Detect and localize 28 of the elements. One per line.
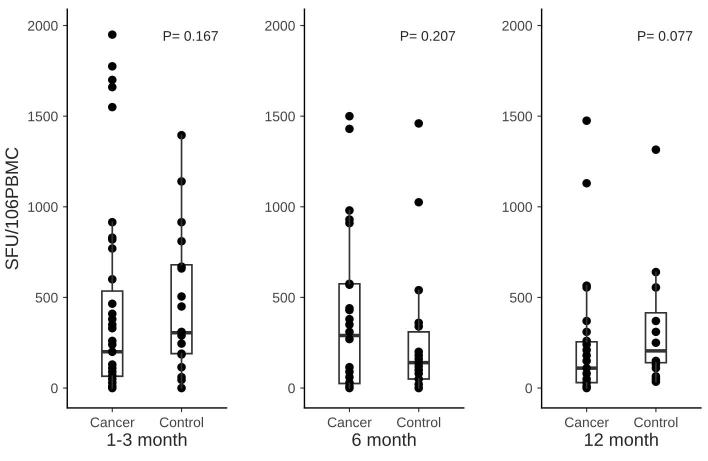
annotation: P= 0.207 (400, 31, 456, 41)
y-tick-label: 0 (51, 383, 58, 394)
x-tick-label: Control (397, 417, 440, 428)
y-tick-label: 0 (525, 383, 532, 394)
y-tick-label: 1500 (28, 111, 58, 122)
y-tick-label: 500 (36, 292, 58, 303)
x-tick-label: Cancer (90, 417, 134, 428)
y-tick-label: 2000 (265, 20, 295, 31)
annotation: P= 0.167 (164, 31, 218, 41)
x-tick-label: Control (634, 417, 678, 428)
x-axis-title: 6 month (352, 432, 416, 446)
y-tick-label: 1500 (266, 111, 295, 122)
x-axis-title: 12 month (585, 432, 658, 446)
y-tick-label: 1000 (28, 202, 58, 212)
y-tick-label: 2000 (28, 20, 58, 31)
y-tick-label: 1000 (502, 202, 532, 212)
x-tick-label: Cancer (564, 417, 609, 428)
x-tick-label: Control (160, 417, 203, 428)
x-axis-title: 1-3 month (108, 432, 186, 446)
y-tick-label: 1000 (266, 202, 295, 212)
x-tick-label: Cancer (328, 417, 372, 428)
y-tick-label: 2000 (502, 20, 532, 31)
y-tick-label: 1500 (502, 111, 532, 122)
annotation: P= 0.077 (638, 31, 692, 41)
y-tick-label: 500 (272, 292, 295, 303)
y-tick-label: 0 (288, 383, 295, 394)
y-axis-title: SFU/106PBMC (4, 148, 18, 270)
y-tick-label: 500 (510, 292, 532, 303)
